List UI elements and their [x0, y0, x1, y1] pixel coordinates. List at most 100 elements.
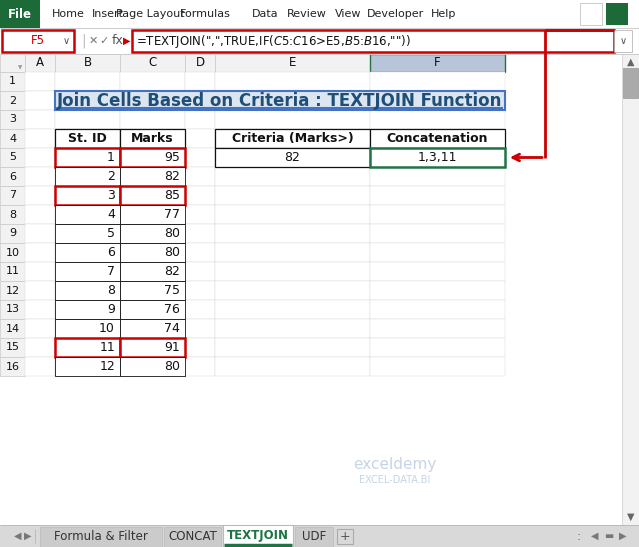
Bar	[215, 338, 370, 357]
Bar	[215, 148, 370, 167]
Text: Review: Review	[287, 9, 327, 19]
Text: 9: 9	[9, 229, 16, 238]
Bar	[55, 357, 120, 376]
Text: 7: 7	[107, 265, 115, 278]
Text: 74: 74	[164, 322, 180, 335]
Bar	[337, 529, 353, 544]
Bar	[370, 72, 505, 91]
Bar	[120, 243, 185, 262]
Bar	[55, 148, 120, 167]
Text: ◀: ◀	[14, 531, 22, 541]
Bar	[185, 167, 215, 186]
Bar	[120, 319, 185, 338]
Bar	[55, 129, 120, 148]
Bar	[120, 224, 185, 243]
Bar	[622, 54, 639, 525]
Bar	[2, 30, 74, 52]
Bar	[370, 281, 505, 300]
Text: View: View	[335, 9, 361, 19]
Text: 6: 6	[107, 246, 115, 259]
Bar	[185, 357, 215, 376]
Text: 11: 11	[6, 266, 20, 276]
Bar	[120, 262, 185, 281]
Bar	[120, 224, 185, 243]
Bar	[55, 281, 120, 300]
Bar	[370, 167, 505, 186]
Bar	[25, 205, 55, 224]
Text: ▬: ▬	[604, 531, 613, 541]
Bar	[370, 186, 505, 205]
Text: 77: 77	[164, 208, 180, 221]
Text: 9: 9	[107, 303, 115, 316]
Text: ▼: ▼	[627, 512, 635, 522]
Bar	[120, 357, 185, 376]
Bar	[0, 54, 25, 72]
Text: 82: 82	[284, 151, 300, 164]
Text: Criteria (Marks>): Criteria (Marks>)	[231, 132, 353, 145]
Bar	[0, 129, 25, 148]
Text: D: D	[196, 56, 204, 69]
Text: 82: 82	[164, 265, 180, 278]
Bar	[25, 91, 55, 110]
Bar	[120, 91, 185, 110]
Text: ▶: ▶	[24, 531, 32, 541]
Bar	[0, 205, 25, 224]
Text: ▲: ▲	[627, 57, 635, 67]
Bar	[614, 30, 632, 52]
Bar	[295, 527, 332, 547]
Bar	[120, 300, 185, 319]
Bar	[370, 54, 505, 72]
Bar	[0, 28, 639, 54]
Bar	[25, 262, 55, 281]
Text: 13: 13	[6, 305, 20, 315]
Bar	[55, 338, 120, 357]
Bar	[215, 148, 370, 167]
Text: Join Cells Based on Criteria : TEXTJOIN Function: Join Cells Based on Criteria : TEXTJOIN …	[58, 91, 503, 109]
Text: Formula & Filter: Formula & Filter	[54, 529, 148, 543]
Bar	[0, 300, 25, 319]
Bar	[25, 72, 55, 91]
Text: Home: Home	[52, 9, 84, 19]
Text: +: +	[339, 529, 350, 543]
Text: 7: 7	[9, 190, 16, 201]
Text: 10: 10	[99, 322, 115, 335]
Bar	[120, 129, 185, 148]
Bar	[25, 338, 55, 357]
Bar	[120, 319, 185, 338]
Text: Page Layout: Page Layout	[116, 9, 184, 19]
Bar	[55, 91, 505, 110]
Bar	[25, 110, 55, 129]
Bar	[0, 110, 25, 129]
Bar	[215, 91, 370, 110]
Text: 12: 12	[99, 360, 115, 373]
Bar	[120, 148, 185, 167]
Bar	[55, 186, 120, 205]
Text: 2: 2	[9, 96, 16, 106]
Bar	[215, 281, 370, 300]
Bar	[370, 338, 505, 357]
Text: =TEXTJOIN(",",TRUE,IF($C$5:$C$16>E5,$B$5:$B$16,"")): =TEXTJOIN(",",TRUE,IF($C$5:$C$16>E5,$B$5…	[136, 32, 411, 49]
Bar	[55, 319, 120, 338]
Text: F: F	[434, 56, 441, 69]
Bar	[185, 319, 215, 338]
Bar	[25, 54, 55, 72]
Bar	[120, 110, 185, 129]
Bar	[606, 3, 628, 25]
Bar	[370, 300, 505, 319]
Text: 12: 12	[6, 286, 20, 295]
Text: 8: 8	[9, 210, 16, 219]
Bar	[25, 129, 55, 148]
Bar	[25, 186, 55, 205]
Bar	[370, 205, 505, 224]
Text: 14: 14	[6, 323, 20, 334]
Bar	[370, 148, 505, 167]
Bar	[55, 186, 120, 205]
Text: 3: 3	[9, 114, 16, 125]
Bar	[370, 319, 505, 338]
Bar	[370, 262, 505, 281]
Bar	[55, 205, 120, 224]
Bar	[40, 527, 162, 547]
Text: 6: 6	[9, 172, 16, 182]
Bar	[185, 91, 215, 110]
Bar	[0, 357, 25, 376]
